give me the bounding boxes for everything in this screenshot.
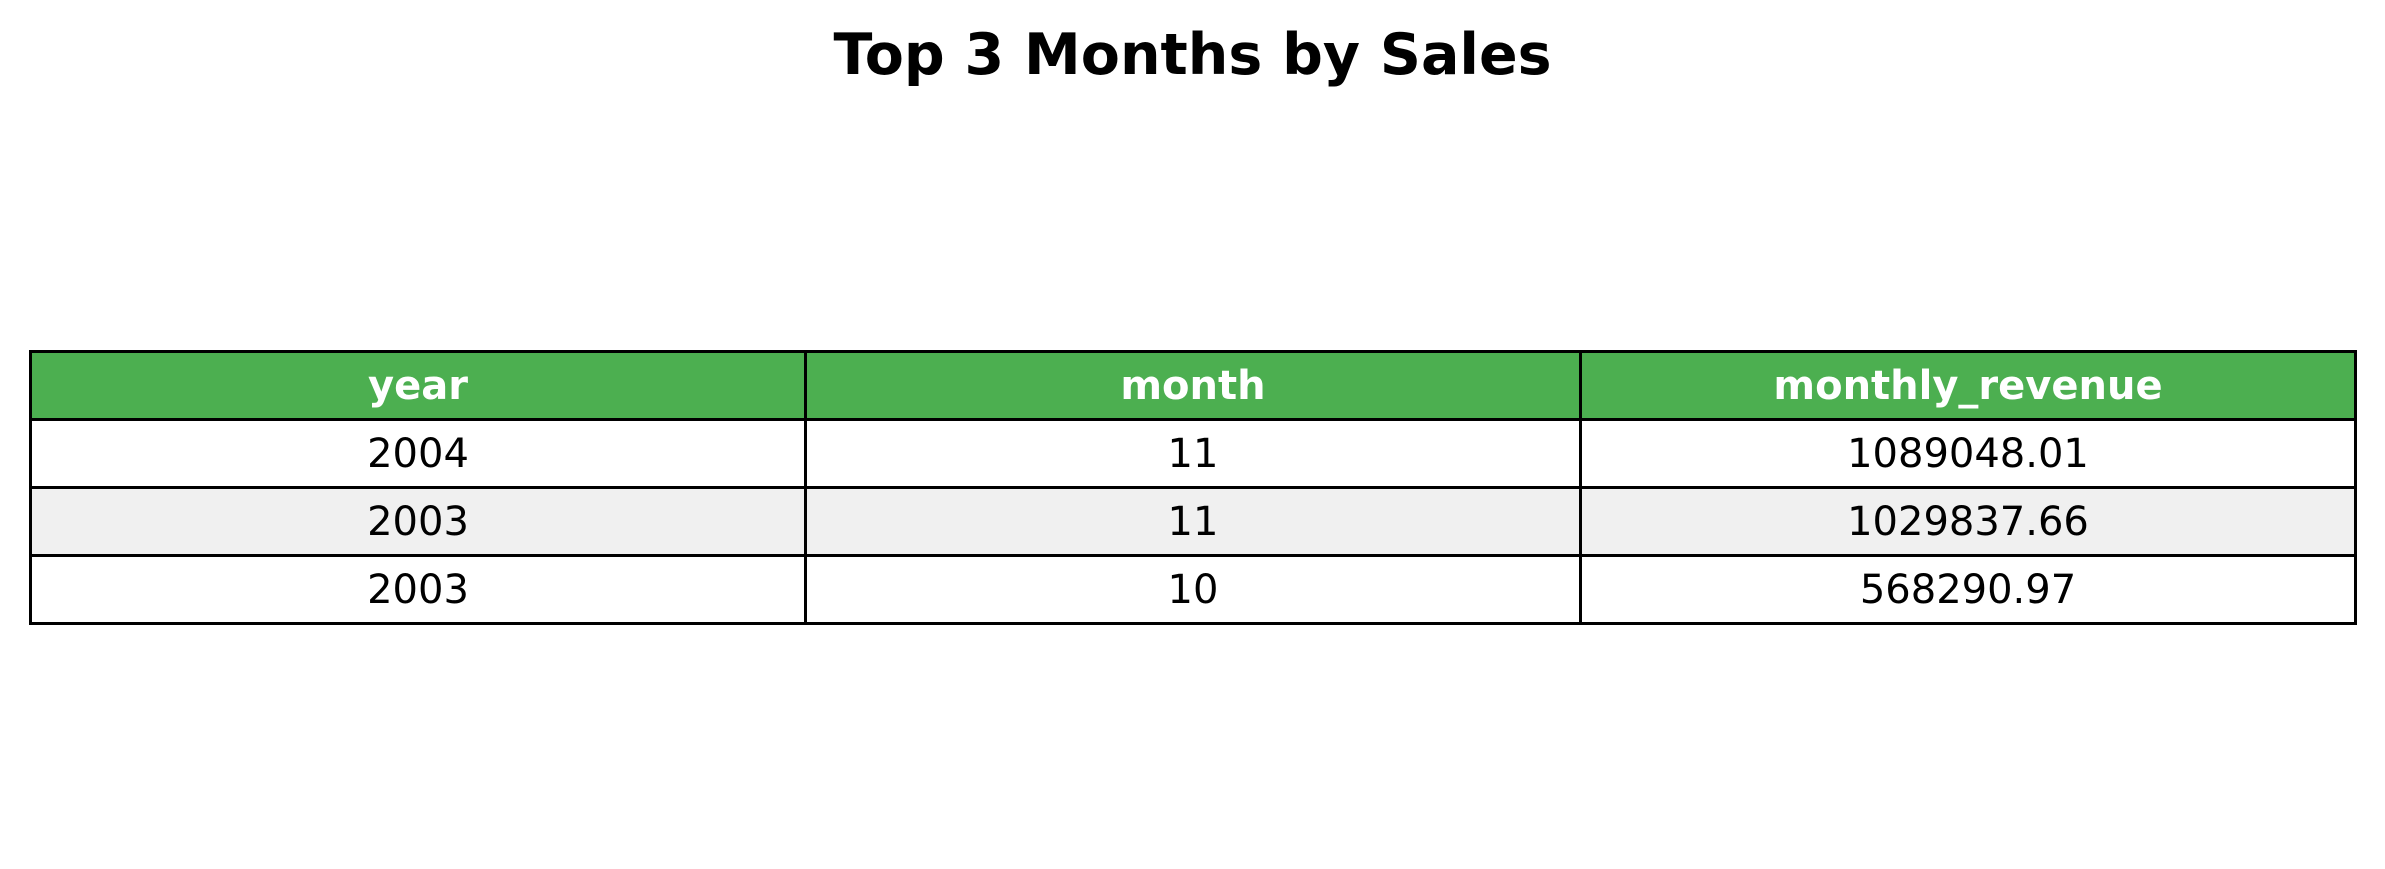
table-cell: 568290.97 [1579, 554, 2357, 625]
column-header-monthly-revenue: monthly_revenue [1579, 350, 2357, 421]
table-cell: 11 [804, 418, 1582, 489]
chart-title: Top 3 Months by Sales [833, 22, 1552, 88]
table-cell: 11 [804, 486, 1582, 557]
header-row: year month monthly_revenue [29, 350, 2357, 421]
table-cell: 1029837.66 [1579, 486, 2357, 557]
table-cell: 10 [804, 554, 1582, 625]
data-table: year month monthly_revenue 2004 11 10890… [29, 350, 2357, 625]
table-row: 2003 10 568290.97 [29, 554, 2357, 625]
column-header-month: month [804, 350, 1582, 421]
table-cell: 1089048.01 [1579, 418, 2357, 489]
table-row: 2003 11 1029837.66 [29, 486, 2357, 557]
table-cell: 2004 [29, 418, 807, 489]
table-row: 2004 11 1089048.01 [29, 418, 2357, 489]
column-header-year: year [29, 350, 807, 421]
table-cell: 2003 [29, 486, 807, 557]
table-cell: 2003 [29, 554, 807, 625]
